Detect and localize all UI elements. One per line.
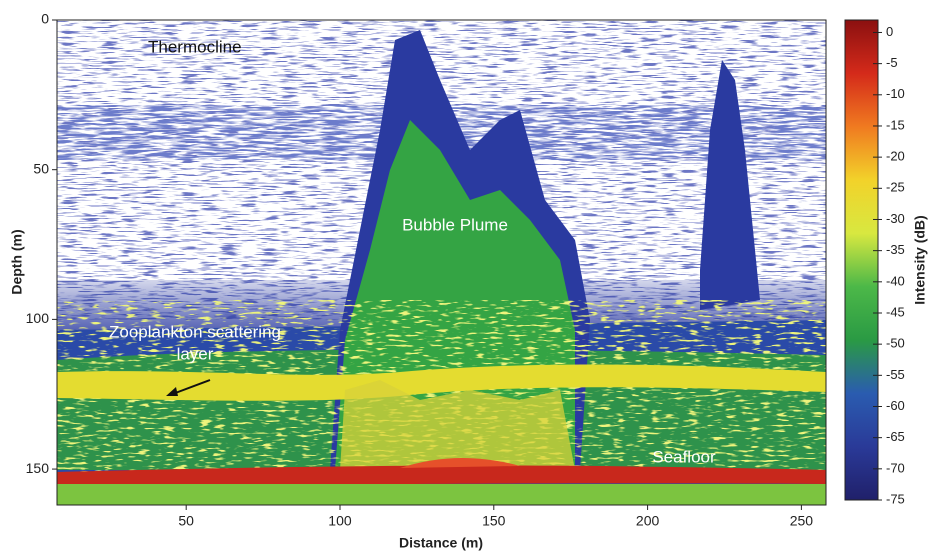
- colorbar-tick-label: -55: [886, 367, 905, 382]
- colorbar-label: Intensity (dB): [912, 215, 928, 304]
- colorbar-tick-label: -5: [886, 55, 898, 70]
- colorbar-tick-label: 0: [886, 24, 893, 39]
- echogram-image: [56, 19, 827, 506]
- y-tick-label: 50: [33, 160, 49, 176]
- annotation: Bubble Plume: [402, 215, 508, 234]
- x-tick-label: 150: [482, 513, 506, 529]
- colorbar-tick-label: -75: [886, 491, 905, 506]
- annotation: layer: [177, 344, 214, 363]
- colorbar-tick-label: -35: [886, 242, 905, 257]
- colorbar-tick-label: -25: [886, 180, 905, 195]
- sub-seafloor: [57, 484, 826, 505]
- seafloor-band: [57, 465, 826, 485]
- annotation: Thermocline: [148, 37, 242, 56]
- y-tick-label: 100: [26, 310, 50, 326]
- x-tick-label: 100: [328, 513, 352, 529]
- x-axis-label: Distance (m): [399, 535, 483, 551]
- annotation-arrowhead: [166, 387, 178, 396]
- colorbar-tick-label: -10: [886, 86, 905, 101]
- colorbar-tick-label: -50: [886, 336, 905, 351]
- annotation: Seafloor: [652, 447, 716, 466]
- x-tick-label: 200: [636, 513, 660, 529]
- colorbar-tick-label: -60: [886, 398, 905, 413]
- colorbar-tick-label: -15: [886, 117, 905, 132]
- annotation: Zooplankton scattering: [109, 322, 281, 341]
- x-tick-label: 50: [178, 513, 194, 529]
- seafloor-bump: [400, 457, 520, 468]
- y-tick-label: 0: [41, 11, 49, 27]
- colorbar: [844, 19, 879, 501]
- plot-frame: [56, 19, 827, 506]
- plume-right: [700, 60, 760, 310]
- y-axis-label: Depth (m): [9, 229, 25, 294]
- colorbar-tick-label: -40: [886, 273, 905, 288]
- x-tick-label: 250: [790, 513, 814, 529]
- colorbar-tick-label: -70: [886, 460, 905, 475]
- y-tick-label: 150: [26, 460, 50, 476]
- scattering-layer: [57, 364, 826, 401]
- plume-bottom: [340, 380, 575, 470]
- colorbar-tick-label: -65: [886, 429, 905, 444]
- colorbar-tick-label: -30: [886, 211, 905, 226]
- colorbar-tick-label: -20: [886, 149, 905, 164]
- colorbar-tick-label: -45: [886, 304, 905, 319]
